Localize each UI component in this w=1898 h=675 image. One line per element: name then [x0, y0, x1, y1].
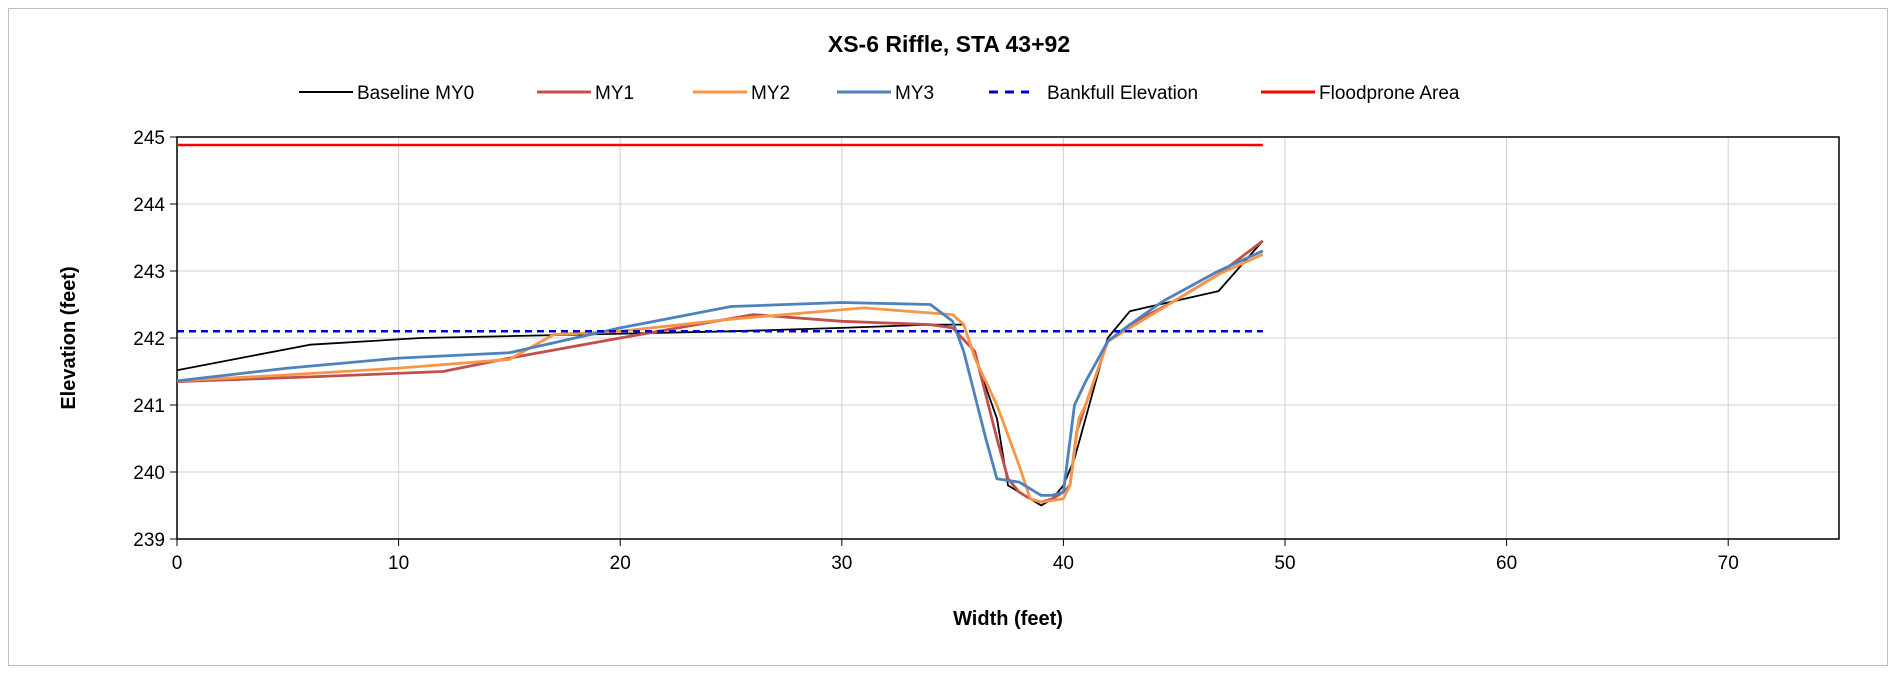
y-tick-label: 245 [133, 128, 165, 149]
y-tick-label: 239 [133, 530, 165, 551]
y-tick-label: 242 [133, 329, 165, 350]
x-axis: 0 10 20 30 40 50 60 70 [172, 539, 1739, 574]
chart-svg: XS-6 Riffle, STA 43+92 Baseline MY0 MY1 MY… [58, 31, 1840, 630]
series-line-my3 [176, 249, 1264, 497]
x-tick-label: 30 [831, 553, 852, 574]
chart-title: XS-6 Riffle, STA 43+92 [828, 31, 1070, 57]
x-tick-label: 70 [1718, 553, 1739, 574]
x-tick-label: 10 [388, 553, 409, 574]
legend-label: Baseline MY0 [357, 83, 474, 104]
x-tick-label: 50 [1274, 553, 1295, 574]
x-tick-label: 60 [1496, 553, 1517, 574]
x-tick-label: 40 [1053, 553, 1074, 574]
series-line-my2 [176, 253, 1264, 504]
legend-label: Bankfull Elevation [1047, 83, 1198, 104]
x-tick-label: 20 [610, 553, 631, 574]
x-axis-title: Width (feet) [953, 608, 1063, 630]
x-tick-label: 0 [172, 553, 183, 574]
legend-label: Floodprone Area [1319, 83, 1460, 104]
y-tick-label: 240 [133, 463, 165, 484]
y-tick-label: 243 [133, 262, 165, 283]
y-axis-title: Elevation (feet) [58, 266, 80, 409]
legend-label: MY2 [751, 83, 790, 104]
y-axis: 239 240 241 242 243 244 245 [133, 128, 177, 551]
legend: Baseline MY0 MY1 MY2 MY3 Bankfull Elevation F… [299, 83, 1460, 104]
y-tick-label: 241 [133, 396, 165, 417]
legend-label: MY1 [595, 83, 634, 104]
legend-label: MY3 [895, 83, 934, 104]
series-line-baseline-my0 [176, 240, 1264, 507]
chart-frame: XS-6 Riffle, STA 43+92 Baseline MY0 MY1 MY… [8, 8, 1888, 666]
gridlines [177, 137, 1839, 539]
y-tick-label: 244 [133, 195, 165, 216]
series-layer [176, 143, 1264, 507]
